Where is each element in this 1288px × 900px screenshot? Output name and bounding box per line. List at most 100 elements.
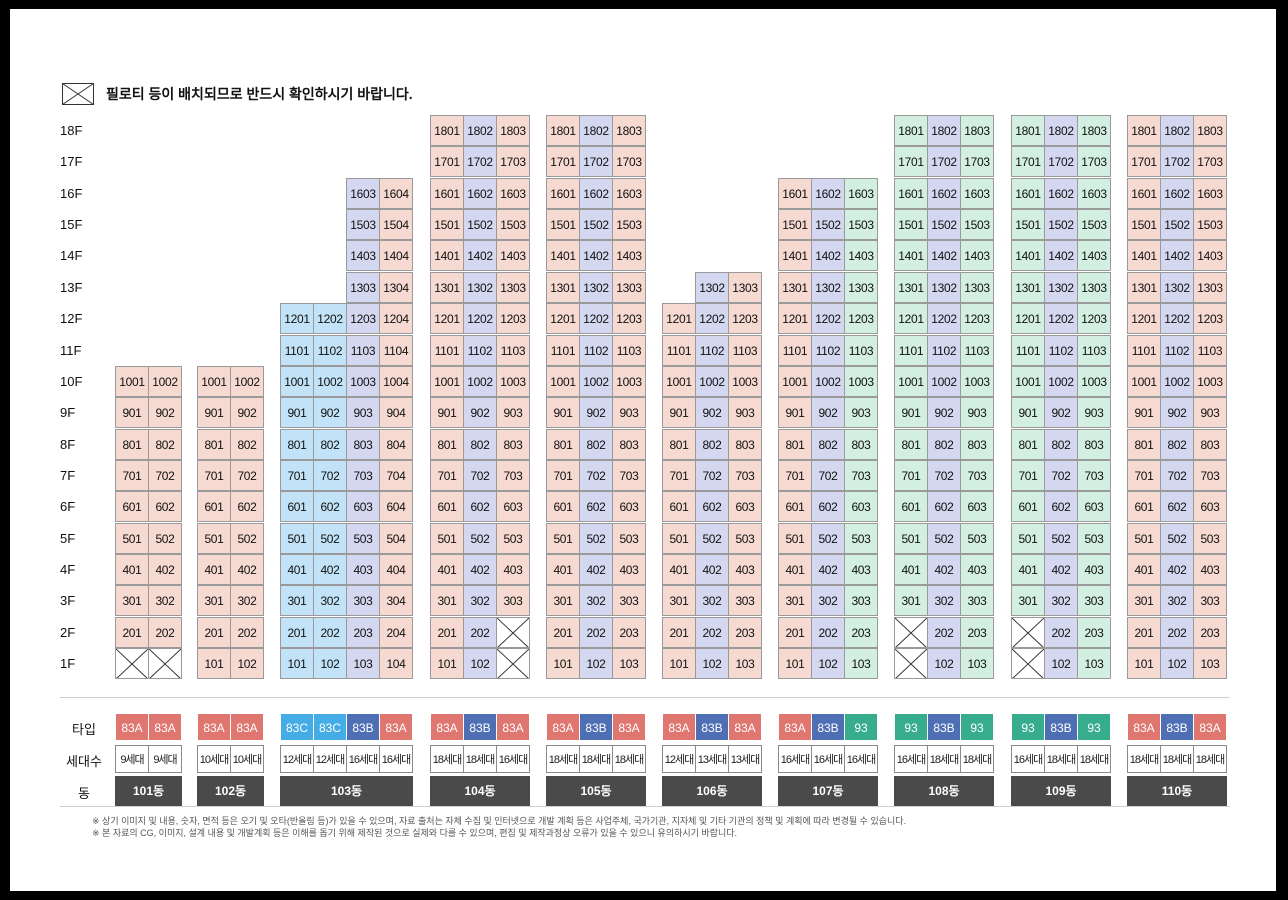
unit-cell: 701 [280,459,314,491]
unit-cell: 902 [230,397,264,429]
unit-cell: 1803 [1193,115,1227,147]
unit-cell: 802 [313,428,347,460]
type-badge: 83A [115,713,149,741]
unit-cell: 1501 [430,209,464,241]
unit-cell: 702 [1160,459,1194,491]
unit-cell: 1201 [894,303,928,335]
unit-cell: 1401 [546,240,580,272]
unit-cell: 1502 [811,209,845,241]
unit-cell: 1601 [546,177,580,209]
unit-cell: 603 [612,491,646,523]
unit-cell: 1201 [546,303,580,335]
unit-cell: 703 [496,459,530,491]
unit-cell: 102 [313,648,347,679]
unit-cell: 1003 [960,365,994,397]
unit-cell: 1301 [1127,271,1161,303]
unit-cell: 403 [612,553,646,585]
unit-cell: 503 [496,522,530,554]
unit-cell: 1503 [1193,209,1227,241]
unit-cell: 1202 [463,303,497,335]
unit-cell: 1302 [1160,271,1194,303]
type-badge: 83A [1127,713,1161,741]
unit-cell: 703 [844,459,878,491]
unit-cell: 1101 [778,334,812,366]
unit-cell: 202 [148,616,182,648]
unit-cell: 303 [728,585,762,617]
unit-cell: 702 [463,459,497,491]
unit-cell: 702 [811,459,845,491]
unit-cell: 1803 [960,115,994,147]
unit-cell: 1501 [546,209,580,241]
row-label-dong: 동 [78,786,90,801]
unit-cell: 801 [662,428,696,460]
unit-cell: 501 [778,522,812,554]
type-badge: 83B [811,713,845,741]
unit-cell: 203 [1193,616,1227,648]
type-badge: 83A [546,713,580,741]
unit-cell: 502 [1044,522,1078,554]
unit-cell: 902 [927,397,961,429]
unit-cell: 1601 [894,177,928,209]
unit-cell: 1204 [379,303,413,335]
unit-cell: 1101 [894,334,928,366]
dong-label: 105동 [546,776,646,806]
unit-cell: 1002 [230,365,264,397]
piloti-icon [497,649,529,678]
unit-cell: 802 [695,428,729,460]
unit-cell: 503 [1077,522,1111,554]
divider [60,697,1230,698]
unit-cell: 701 [115,459,149,491]
unit-cell: 1203 [1193,303,1227,335]
unit-cell: 901 [1127,397,1161,429]
unit-cell: 1701 [546,146,580,178]
unit-count: 12세대 [280,745,314,773]
unit-cell: 1002 [695,365,729,397]
unit-count: 18세대 [463,745,497,773]
unit-cell: 1503 [346,209,380,241]
piloti-icon [497,617,529,647]
unit-cell: 1203 [496,303,530,335]
floor-label: 6F [60,499,76,515]
unit-cell: 302 [695,585,729,617]
unit-cell: 1102 [1160,334,1194,366]
type-badge: 83A [1193,713,1227,741]
unit-cell: 1701 [894,146,928,178]
unit-cell: 201 [197,616,231,648]
unit-cell: 303 [960,585,994,617]
unit-cell: 503 [960,522,994,554]
unit-cell: 701 [662,459,696,491]
unit-cell: 503 [728,522,762,554]
unit-cell: 602 [148,491,182,523]
unit-cell: 1601 [430,177,464,209]
dong-label: 110동 [1127,776,1227,806]
unit-count: 10세대 [197,745,231,773]
unit-cell: 401 [662,553,696,585]
unit-cell: 1501 [894,209,928,241]
piloti-icon [149,649,181,678]
unit-count: 18세대 [1160,745,1194,773]
unit-cell: 1401 [1011,240,1045,272]
unit-cell: 501 [662,522,696,554]
unit-cell: 1603 [844,177,878,209]
unit-cell: 1303 [612,271,646,303]
unit-cell: 703 [728,459,762,491]
floor-label: 11F [60,342,82,358]
unit-cell: 203 [1077,616,1111,648]
unit-cell: 1801 [1011,115,1045,147]
unit-cell: 302 [463,585,497,617]
type-badge: 93 [894,713,928,741]
unit-cell: 301 [894,585,928,617]
unit-cell: 602 [463,491,497,523]
floor-label: 7F [60,467,76,483]
unit-count: 18세대 [1127,745,1161,773]
dong-label: 101동 [115,776,182,806]
unit-cell: 103 [728,648,762,679]
floor-label: 13F [60,279,83,295]
unit-cell: 803 [346,428,380,460]
unit-cell: 601 [1127,491,1161,523]
piloti-icon [895,649,927,678]
unit-cell: 101 [1127,648,1161,679]
unit-cell: 703 [612,459,646,491]
unit-cell: 1403 [612,240,646,272]
unit-cell: 202 [579,616,613,648]
